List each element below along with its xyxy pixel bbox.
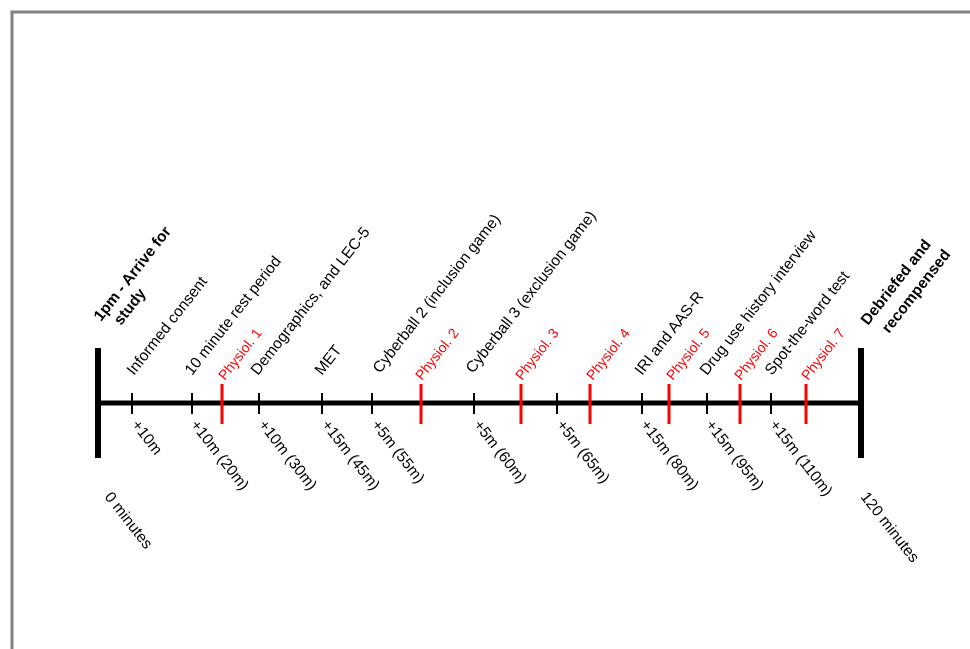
physio-marker-3: Physiol. 3	[512, 325, 562, 424]
physio-marker-4: Physiol. 4	[583, 325, 633, 424]
event-label: Demographics, and LEC-5	[248, 224, 374, 378]
start-time-label: 0 minutes	[101, 489, 156, 553]
frame-border	[10, 10, 970, 649]
event-label: MET	[312, 342, 346, 379]
physio-marker-2: Physiol. 2	[412, 325, 462, 424]
event-time: +5m (65m)	[553, 417, 613, 487]
event-time: +15m (95m)	[702, 417, 767, 494]
physio-label: Physiol. 3	[512, 325, 562, 383]
end-time-label: 120 minutes	[857, 489, 923, 566]
event-time: +15m (110m)	[766, 417, 836, 500]
event-time: +10m (20m)	[187, 417, 252, 494]
event-10: Spot-the-word test +15m (110m)	[762, 268, 854, 500]
physio-label: Physiol. 4	[583, 325, 633, 383]
event-time: +10m (30m)	[255, 417, 320, 494]
event-time: +5m (60m)	[470, 417, 530, 487]
event-time: +15m (80m)	[637, 417, 702, 494]
event-time: +10m	[128, 417, 166, 458]
physio-label: Physiol. 2	[412, 325, 462, 383]
event-7: +5m (65m)	[553, 393, 613, 487]
